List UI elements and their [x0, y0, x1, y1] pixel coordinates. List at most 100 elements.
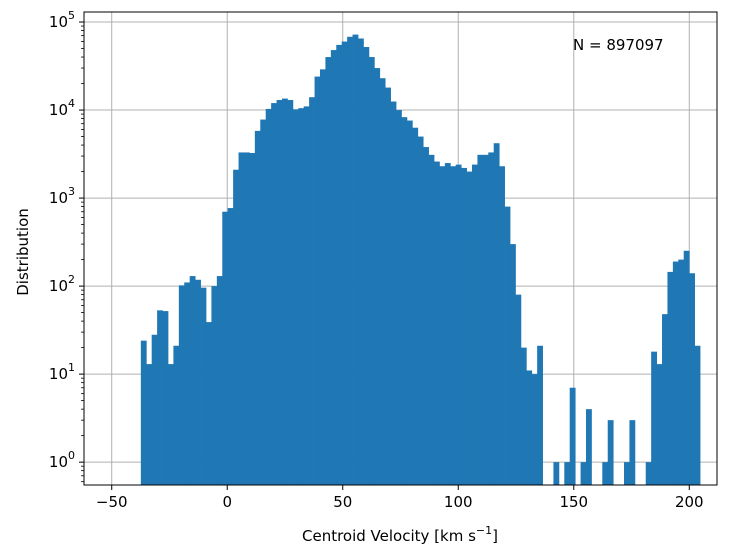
histogram-bar [401, 117, 408, 486]
histogram-bar [461, 167, 467, 485]
histogram-bar [531, 374, 538, 485]
histogram-bar [683, 250, 690, 485]
histogram-bar [167, 364, 174, 485]
histogram-bar [195, 279, 201, 485]
histogram-bar [162, 311, 169, 485]
plot-frame [83, 11, 718, 486]
histogram-bar [265, 108, 272, 485]
histogram-bar [205, 322, 212, 485]
histogram-bar [450, 166, 457, 485]
histogram-bar [586, 409, 592, 485]
histogram-bar [672, 261, 679, 485]
histogram-bar [222, 211, 229, 485]
histogram-bar [602, 462, 609, 485]
histogram-bar [423, 147, 429, 485]
histogram-bar [607, 420, 614, 485]
histogram-bar [472, 164, 478, 486]
histogram-bar [216, 276, 223, 485]
y-axis-ticks: 100 101 102 103 104 105 [49, 9, 84, 483]
histogram-bar [694, 345, 701, 485]
histogram-bar [363, 47, 370, 486]
histogram-bar [227, 208, 234, 485]
histogram-bar [368, 57, 375, 486]
histogram-bar [466, 171, 473, 485]
histogram-bar [477, 154, 484, 486]
histogram-bar [678, 259, 685, 485]
x-axis-label: Centroid Velocity [km s−1] [302, 524, 498, 545]
histogram-bar [689, 273, 695, 485]
y-tick-label: 101 [49, 361, 75, 383]
x-axis-ticks: −50 0 50 100 150 200 [96, 485, 704, 511]
histogram-bar [260, 119, 267, 485]
histogram-bar [510, 244, 516, 485]
histogram-bar [417, 136, 424, 485]
histogram-bar [651, 351, 657, 485]
histogram-bar [629, 420, 636, 485]
histogram-bar [319, 69, 326, 485]
histogram-bar [352, 34, 359, 486]
histogram-bar [390, 101, 397, 485]
histogram-bar [499, 166, 505, 485]
histogram-bar [303, 106, 310, 485]
histogram-bar [200, 287, 207, 485]
histogram-bar [564, 462, 571, 485]
y-tick-label: 102 [49, 273, 75, 295]
histogram-bar [520, 347, 527, 485]
x-tick-label: 200 [675, 493, 704, 511]
histogram-bar [238, 152, 245, 485]
histogram-bar [428, 154, 435, 486]
histogram-bar [444, 163, 451, 485]
x-axis-label-main: Centroid Velocity [km s [302, 527, 476, 545]
y-tick-label: 103 [49, 185, 75, 207]
histogram-bar [157, 310, 163, 485]
histogram-bar [336, 44, 343, 485]
histogram-bar [281, 98, 288, 485]
histogram-bar [178, 285, 185, 485]
histogram-bar [379, 78, 386, 485]
histogram-bar [569, 387, 576, 485]
x-tick-label: 100 [444, 493, 473, 511]
x-axis-label-end: ] [492, 527, 498, 545]
histogram-bar [553, 462, 560, 485]
histogram-bar [140, 340, 147, 485]
histogram-bar [395, 110, 402, 485]
histogram-bar [433, 161, 440, 486]
histogram-bar [645, 462, 652, 485]
y-tick-label: 105 [49, 9, 75, 31]
histogram-bar [482, 154, 489, 486]
x-axis-label-superscript: −1 [476, 524, 492, 537]
x-tick-label: −50 [96, 493, 128, 511]
histogram-bar [276, 100, 283, 485]
histogram-bar [662, 314, 668, 485]
histogram-bar [357, 38, 364, 486]
histogram-bar [667, 271, 674, 485]
histogram-bar [243, 152, 250, 485]
histogram-bar [249, 153, 256, 485]
histogram-bar [406, 120, 413, 486]
histogram-bar [184, 282, 191, 485]
y-tick-label: 104 [49, 97, 75, 119]
histogram-bar [271, 103, 277, 485]
histogram-bar [624, 462, 630, 485]
histogram-bar [325, 57, 332, 486]
y-axis-label: Distribution [14, 208, 32, 296]
histogram-bar [151, 334, 158, 485]
histogram-bar [455, 164, 462, 486]
histogram-bar [526, 370, 533, 485]
histogram-bar [488, 152, 495, 485]
histogram-bar [298, 108, 305, 486]
histogram-bar [146, 364, 153, 485]
histogram-bar [347, 36, 353, 486]
histogram-bar [412, 127, 419, 485]
histogram-bar [330, 50, 337, 486]
histogram-bar [287, 100, 294, 485]
x-tick-label: 50 [333, 493, 352, 511]
y-tick-label: 100 [49, 449, 75, 471]
histogram-bar [173, 345, 180, 485]
x-tick-label: 150 [559, 493, 588, 511]
x-tick-label: 0 [222, 493, 232, 511]
histogram-bar [314, 76, 321, 485]
histogram-bar [656, 364, 663, 485]
histogram-bar [504, 206, 511, 485]
